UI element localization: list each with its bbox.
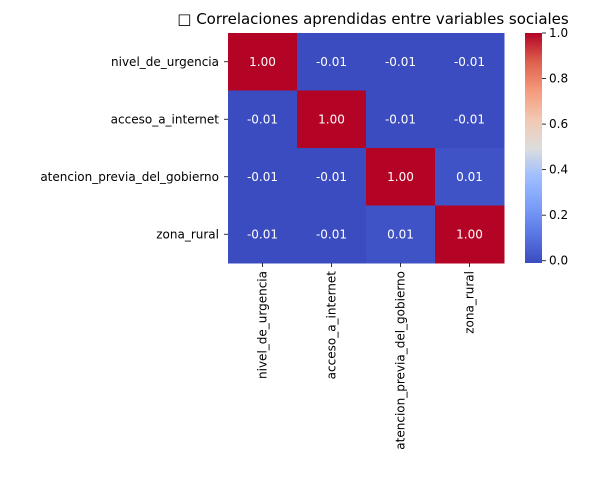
column-tick-label: nivel_de_urgencia xyxy=(256,271,270,379)
heatmap-cell xyxy=(297,205,367,264)
cell-value-label: -0.01 xyxy=(385,55,416,69)
cell-value-label: 1.00 xyxy=(318,112,345,126)
heatmap-cell xyxy=(366,205,436,264)
cell-value-label: 1.00 xyxy=(387,170,414,184)
cell-value-label: 1.00 xyxy=(456,227,483,241)
colorbar-tick-label: 0.0 xyxy=(549,254,568,268)
row-tick-label: nivel_de_urgencia xyxy=(111,55,219,69)
row-tick-label: atencion_previa_del_gobierno xyxy=(40,170,219,184)
column-tick-label: acceso_a_internet xyxy=(325,271,339,380)
colorbar-tick-label: 0.2 xyxy=(549,208,568,222)
heatmap-cell xyxy=(228,33,298,91)
heatmap-cell xyxy=(228,90,298,149)
column-tick-labels: nivel_de_urgencia acceso_a_internet atenci… xyxy=(256,263,477,450)
heatmap-cell xyxy=(297,90,367,149)
row-tick-labels: nivel_de_urgencia acceso_a_internetatenci… xyxy=(40,55,228,241)
heatmap-cell xyxy=(366,33,436,91)
colorbar xyxy=(525,33,542,263)
heatmap-cell xyxy=(297,33,367,91)
colorbar-tick-label: 0.8 xyxy=(549,72,568,86)
colorbar-tick-label: 0.6 xyxy=(549,117,568,131)
column-tick-label: zona_rural xyxy=(463,271,477,334)
heatmap-cell xyxy=(435,148,505,206)
cell-value-label: -0.01 xyxy=(454,55,485,69)
heatmap-cell xyxy=(228,205,298,264)
cell-value-label: 0.01 xyxy=(387,227,414,241)
cell-value-label: -0.01 xyxy=(454,112,485,126)
chart-title: □ Correlaciones aprendidas entre variabl… xyxy=(177,10,569,28)
heatmap-cell xyxy=(435,33,505,91)
heatmap-cell xyxy=(228,148,298,206)
heatmap-cell xyxy=(366,90,436,149)
cell-value-label: -0.01 xyxy=(247,112,278,126)
heatmap-cell xyxy=(435,205,505,264)
colorbar-tick-label: 0.4 xyxy=(549,163,568,177)
heatmap-cell xyxy=(297,148,367,206)
column-tick-label: atencion_previa_del_gobierno xyxy=(394,271,408,450)
heatmap-cell xyxy=(435,90,505,149)
heatmap-cell-labels: 1.00 -0.01 -0.01 -0.01 -0.01 1.00 -0.01 -0.01 -0… xyxy=(247,55,485,242)
cell-value-label: -0.01 xyxy=(385,112,416,126)
cell-value-label: -0.01 xyxy=(247,227,278,241)
row-tick-label: acceso_a_internet xyxy=(111,112,220,126)
cell-value-label: 1.00 xyxy=(249,55,276,69)
cell-value-label: -0.01 xyxy=(316,227,347,241)
heatmap-cells xyxy=(228,33,505,264)
cell-value-label: 0.01 xyxy=(456,170,483,184)
cell-value-label: -0.01 xyxy=(247,170,278,184)
heatmap-cell xyxy=(366,148,436,206)
colorbar-tick-label: 1.0 xyxy=(549,26,568,40)
row-tick-label: zona_rural xyxy=(156,227,219,241)
cell-value-label: -0.01 xyxy=(316,55,347,69)
colorbar-ticks: 0.0 0.2 0.4 0.6 0.8 1.0 xyxy=(542,26,568,268)
cell-value-label: -0.01 xyxy=(316,170,347,184)
